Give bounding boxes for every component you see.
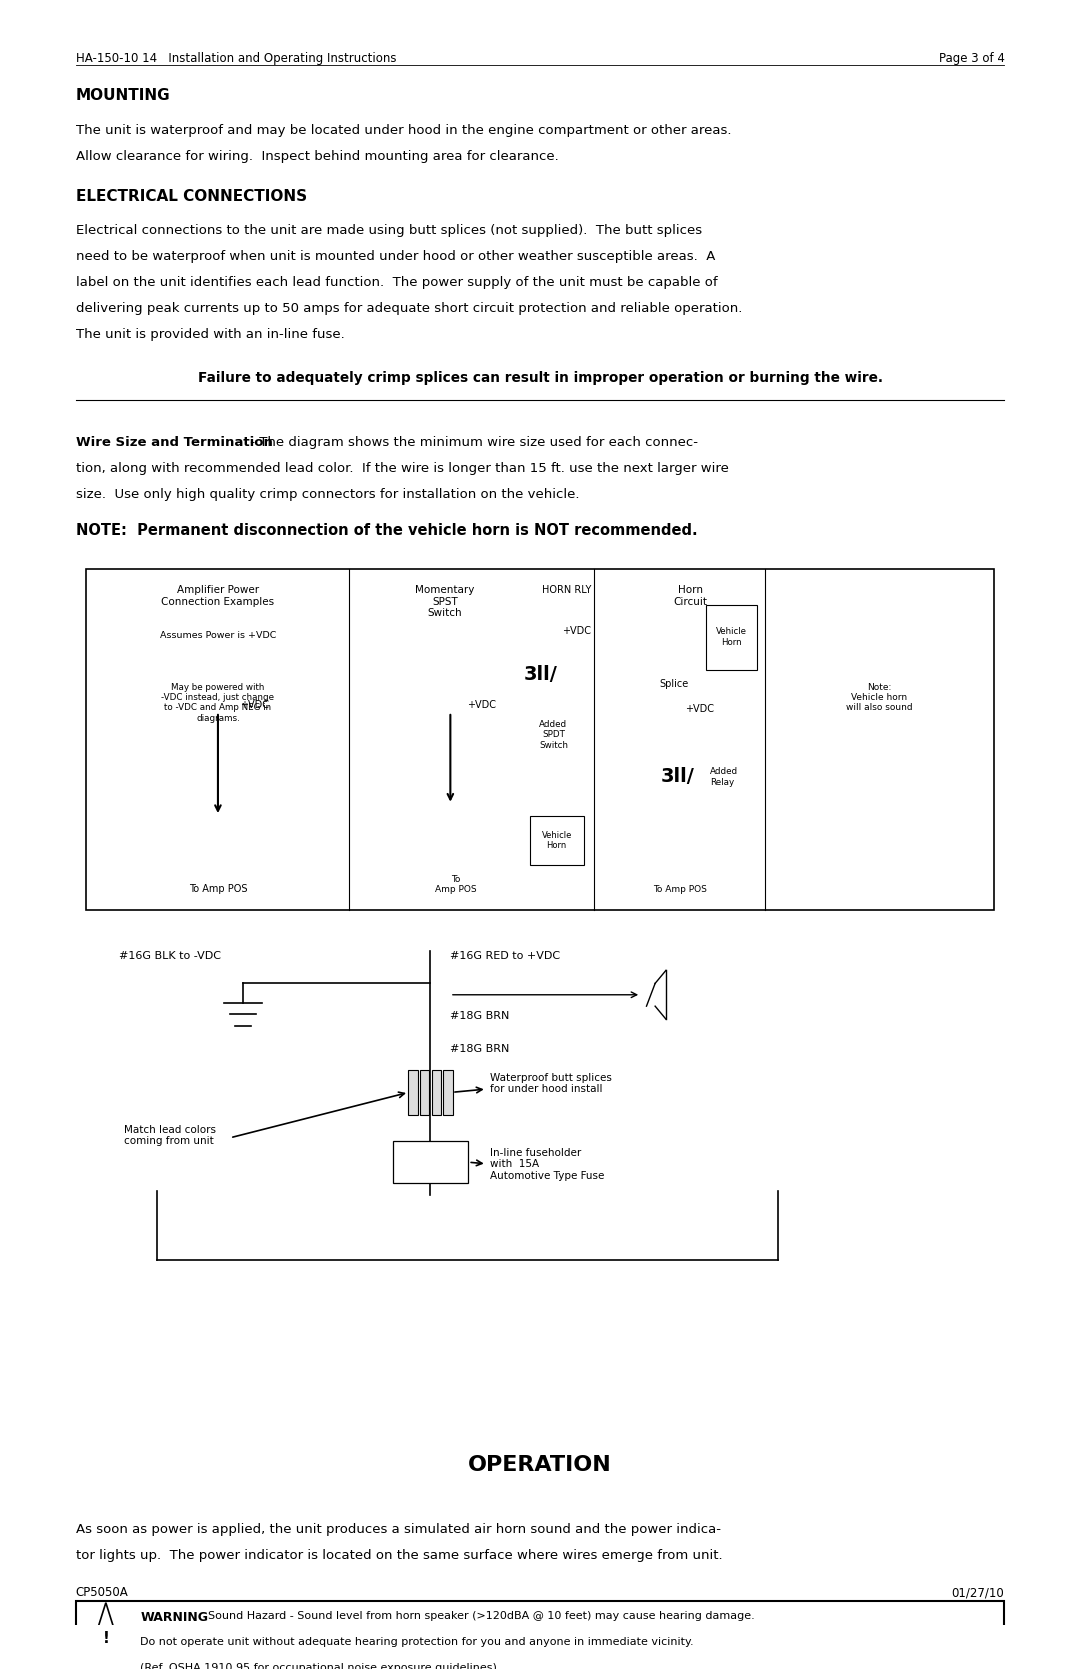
Text: Amplifier Power
Connection Examples: Amplifier Power Connection Examples xyxy=(161,586,274,608)
Text: Vehicle
Horn: Vehicle Horn xyxy=(541,831,571,850)
Text: Momentary
SPST
Switch: Momentary SPST Switch xyxy=(416,586,474,618)
Text: Waterproof butt splices
for under hood install: Waterproof butt splices for under hood i… xyxy=(490,1073,611,1095)
Text: #16G RED to +VDC: #16G RED to +VDC xyxy=(450,951,561,961)
Text: need to be waterproof when unit is mounted under hood or other weather susceptib: need to be waterproof when unit is mount… xyxy=(76,250,715,264)
Text: Vehicle
Horn: Vehicle Horn xyxy=(716,628,747,648)
FancyBboxPatch shape xyxy=(393,1142,469,1183)
Text: Failure to adequately crimp splices can result in improper operation or burning : Failure to adequately crimp splices can … xyxy=(198,371,882,384)
FancyBboxPatch shape xyxy=(705,604,757,669)
Text: 3ll/: 3ll/ xyxy=(661,768,694,786)
FancyBboxPatch shape xyxy=(420,1070,430,1115)
Text: Electrical connections to the unit are made using butt splices (not supplied).  : Electrical connections to the unit are m… xyxy=(76,224,702,237)
Text: Allow clearance for wiring.  Inspect behind mounting area for clearance.: Allow clearance for wiring. Inspect behi… xyxy=(76,150,558,162)
Text: +VDC: +VDC xyxy=(467,701,496,711)
Text: !: ! xyxy=(103,1631,109,1646)
Text: 3ll/: 3ll/ xyxy=(524,664,557,684)
Circle shape xyxy=(92,1652,120,1669)
Text: #16G BLK to -VDC: #16G BLK to -VDC xyxy=(119,951,220,961)
Text: WARNING: WARNING xyxy=(140,1611,208,1624)
Text: ELECTRICAL CONNECTIONS: ELECTRICAL CONNECTIONS xyxy=(76,189,307,204)
Text: Splice: Splice xyxy=(660,679,689,689)
Text: The unit is waterproof and may be located under hood in the engine compartment o: The unit is waterproof and may be locate… xyxy=(76,124,731,137)
Text: MOUNTING: MOUNTING xyxy=(76,88,171,103)
Text: #18G BRN: #18G BRN xyxy=(450,1011,510,1021)
Text: Page 3 of 4: Page 3 of 4 xyxy=(939,52,1004,65)
Text: HA-150-10 14   Installation and Operating Instructions: HA-150-10 14 Installation and Operating … xyxy=(76,52,396,65)
Text: Horn
Circuit: Horn Circuit xyxy=(674,586,707,608)
Text: CP5050A: CP5050A xyxy=(76,1587,129,1599)
Text: To Amp POS: To Amp POS xyxy=(189,885,247,895)
Text: +VDC: +VDC xyxy=(563,626,591,636)
Polygon shape xyxy=(86,1602,125,1664)
Text: Match lead colors
coming from unit: Match lead colors coming from unit xyxy=(124,1125,216,1147)
Text: OPERATION: OPERATION xyxy=(468,1455,612,1475)
Text: Do not operate unit without adequate hearing protection for you and anyone in im: Do not operate unit without adequate hea… xyxy=(140,1637,694,1647)
FancyBboxPatch shape xyxy=(86,569,994,910)
FancyBboxPatch shape xyxy=(444,1070,454,1115)
Text: HORN RLY: HORN RLY xyxy=(542,586,591,596)
Text: The unit is provided with an in-line fuse.: The unit is provided with an in-line fus… xyxy=(76,329,345,342)
Text: Wire Size and Termination: Wire Size and Termination xyxy=(76,436,272,449)
Text: delivering peak currents up to 50 amps for adequate short circuit protection and: delivering peak currents up to 50 amps f… xyxy=(76,302,742,315)
Text: +VDC: +VDC xyxy=(685,704,714,714)
Text: tor lights up.  The power indicator is located on the same surface where wires e: tor lights up. The power indicator is lo… xyxy=(76,1549,723,1562)
Text: tion, along with recommended lead color.  If the wire is longer than 15 ft. use : tion, along with recommended lead color.… xyxy=(76,462,729,474)
Text: Added
SPDT
Switch: Added SPDT Switch xyxy=(539,719,568,749)
FancyBboxPatch shape xyxy=(408,1070,418,1115)
Text: Note:
Vehicle horn
will also sound: Note: Vehicle horn will also sound xyxy=(846,683,913,713)
Text: +VDC: +VDC xyxy=(240,701,269,711)
FancyBboxPatch shape xyxy=(76,1601,1004,1669)
Text: As soon as power is applied, the unit produces a simulated air horn sound and th: As soon as power is applied, the unit pr… xyxy=(76,1524,720,1535)
Text: (Ref. OSHA 1910.95 for occupational noise exposure guidelines): (Ref. OSHA 1910.95 for occupational nois… xyxy=(140,1662,497,1669)
Text: 01/27/10: 01/27/10 xyxy=(951,1587,1004,1599)
Text: May be powered with
-VDC instead, just change
to -VDC and Amp NEG in
diagrams.: May be powered with -VDC instead, just c… xyxy=(161,683,274,723)
FancyBboxPatch shape xyxy=(529,816,583,865)
FancyBboxPatch shape xyxy=(432,1070,442,1115)
Text: Added
Relay: Added Relay xyxy=(710,768,738,786)
Text: - The diagram shows the minimum wire size used for each connec-: - The diagram shows the minimum wire siz… xyxy=(246,436,699,449)
Text: size.  Use only high quality crimp connectors for installation on the vehicle.: size. Use only high quality crimp connec… xyxy=(76,487,579,501)
Text: In-line fuseholder
with  15A
Automotive Type Fuse: In-line fuseholder with 15A Automotive T… xyxy=(490,1148,605,1180)
Text: NOTE:  Permanent disconnection of the vehicle horn is NOT recommended.: NOTE: Permanent disconnection of the veh… xyxy=(76,524,698,539)
Text: To Amp POS: To Amp POS xyxy=(652,885,706,895)
Text: Sound Hazard - Sound level from horn speaker (>120dBA @ 10 feet) may cause heari: Sound Hazard - Sound level from horn spe… xyxy=(208,1611,755,1621)
Text: Assumes Power is +VDC: Assumes Power is +VDC xyxy=(160,631,276,639)
Text: label on the unit identifies each lead function.  The power supply of the unit m: label on the unit identifies each lead f… xyxy=(76,277,717,289)
Text: #18G BRN: #18G BRN xyxy=(450,1043,510,1053)
Text: To
Amp POS: To Amp POS xyxy=(435,875,476,895)
